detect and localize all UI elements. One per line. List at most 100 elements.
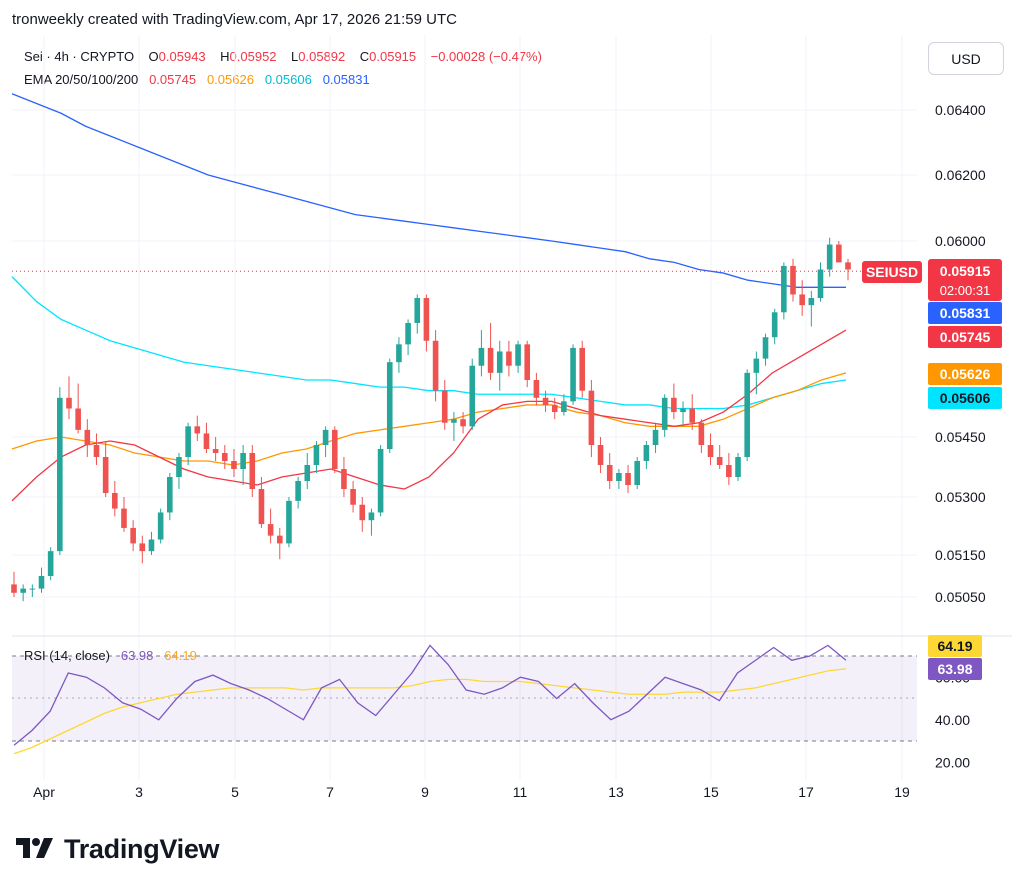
candle-body xyxy=(451,419,457,423)
candle-body xyxy=(817,269,824,299)
candle-body xyxy=(350,489,356,505)
candle-body xyxy=(157,512,164,540)
tradingview-logo[interactable]: TradingView xyxy=(16,834,220,865)
symbol-legend: Sei · 4h · CRYPTO O0.05943 H0.05952 L0.0… xyxy=(24,49,542,64)
ema50-badge-value: 0.05626 xyxy=(940,366,991,382)
candle-body xyxy=(359,504,366,521)
candle-body xyxy=(322,429,329,445)
price-tick-label: 0.06200 xyxy=(935,167,986,183)
candle-body xyxy=(66,397,72,409)
candle-body xyxy=(286,500,292,544)
grid-lines xyxy=(12,35,917,780)
price-badge: 0.05915 02:00:31 xyxy=(928,259,1002,301)
candle-body xyxy=(167,477,173,513)
price-axis[interactable]: 0.06400 0.06200 0.06000 0.05450 0.05300 0.051… xyxy=(935,102,986,605)
candle-body xyxy=(836,244,842,263)
candle-body xyxy=(478,347,485,366)
countdown-text: 02:00:31 xyxy=(940,283,991,298)
ema50-value: 0.05626 xyxy=(206,72,254,87)
candle-body xyxy=(726,465,732,477)
ema100-badge: 0.05606 xyxy=(928,387,1002,409)
ema20-line xyxy=(11,329,847,502)
candle-body xyxy=(753,358,760,373)
candle-body xyxy=(377,449,384,513)
high-value: 0.05952 xyxy=(229,49,277,64)
candle-body xyxy=(790,265,796,295)
rsi-ma-legend-value: 64.19 xyxy=(164,648,197,663)
candle-body xyxy=(396,344,402,363)
rsi-line xyxy=(13,644,847,746)
time-axis[interactable]: Apr 3 5 7 9 11 13 15 17 19 xyxy=(33,784,910,800)
candle-body xyxy=(194,426,201,434)
open-label: O xyxy=(148,49,159,64)
candle-body xyxy=(707,445,714,457)
ema200-badge-value: 0.05831 xyxy=(940,305,991,321)
date-tick-label: 9 xyxy=(421,784,429,800)
date-tick-label: 19 xyxy=(894,784,910,800)
candle-body xyxy=(405,322,411,345)
candle-body xyxy=(185,426,191,457)
candle-body xyxy=(551,404,558,413)
candle-body xyxy=(799,294,805,306)
currency-button[interactable]: USD xyxy=(928,42,1004,75)
rsi-tick-label: 20.00 xyxy=(935,754,970,770)
candle-body xyxy=(47,551,54,576)
candle-body xyxy=(386,362,393,449)
candle-body xyxy=(524,344,531,380)
candle-body xyxy=(295,481,301,501)
ema-legend[interactable]: EMA 20/50/100/200 0.05745 0.05626 0.0560… xyxy=(24,72,370,87)
candle-body xyxy=(249,453,256,489)
candle-body xyxy=(176,457,182,477)
price-tick-label: 0.05050 xyxy=(935,589,986,605)
candle-body xyxy=(112,493,118,509)
candle-body xyxy=(276,535,283,544)
candle-body xyxy=(240,453,246,469)
candle-body xyxy=(38,576,45,589)
candle-body xyxy=(212,449,219,453)
ema100-badge-value: 0.05606 xyxy=(940,390,991,406)
candle-body xyxy=(643,445,650,461)
candles xyxy=(11,237,851,602)
close-value: 0.05915 xyxy=(369,49,417,64)
ema100-line xyxy=(11,276,847,410)
candle-body xyxy=(203,433,210,449)
candle-body xyxy=(698,422,705,445)
candle-body xyxy=(781,265,787,313)
candle-body xyxy=(570,347,576,402)
symbol-name[interactable]: Sei · 4h · CRYPTO xyxy=(24,49,135,64)
candle-body xyxy=(652,429,659,445)
candle-body xyxy=(20,588,26,593)
candle-body xyxy=(625,473,631,485)
rsi-legend[interactable]: RSI (14, close) 63.98 64.19 xyxy=(24,648,197,663)
candle-body xyxy=(102,457,109,493)
price-tick-label: 0.06400 xyxy=(935,102,986,118)
candle-body xyxy=(616,473,622,481)
candle-body xyxy=(231,461,237,469)
candle-body xyxy=(735,457,741,477)
date-tick-label: 5 xyxy=(231,784,239,800)
candle-body xyxy=(671,397,677,413)
price-tick-label: 0.05150 xyxy=(935,547,986,563)
candle-body xyxy=(267,524,274,536)
ema20-badge: 0.05745 xyxy=(928,326,1002,348)
candle-body xyxy=(680,408,686,413)
symbol-badge-text: SEIUSD xyxy=(866,264,918,280)
price-tick-label: 0.05300 xyxy=(935,489,986,505)
candle-body xyxy=(368,512,375,521)
candle-body xyxy=(845,262,851,270)
ema200-badge: 0.05831 xyxy=(928,302,1002,324)
candle-body xyxy=(469,365,476,427)
candle-body xyxy=(716,457,723,465)
candle-body xyxy=(689,408,695,423)
low-value: 0.05892 xyxy=(298,49,346,64)
candle-body xyxy=(487,347,494,373)
candle-body xyxy=(57,397,63,552)
candle-body xyxy=(29,588,36,590)
candle-body xyxy=(744,372,750,457)
rsi-ma-badge: 64.19 xyxy=(928,635,982,657)
candle-body xyxy=(423,298,430,341)
candle-body xyxy=(75,408,81,430)
price-badge-value: 0.05915 xyxy=(940,263,991,279)
